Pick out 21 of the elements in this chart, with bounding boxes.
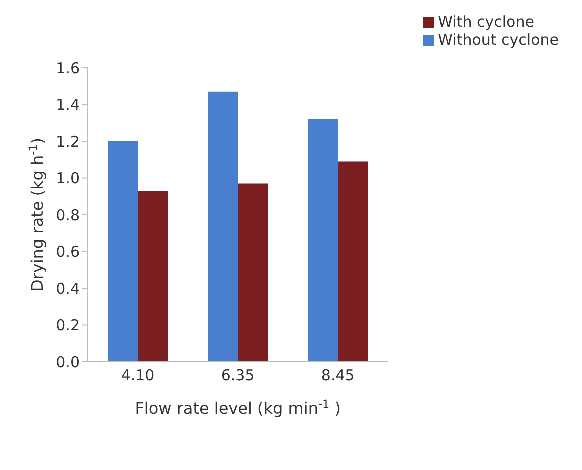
x-tick-label: 6.35 — [221, 366, 255, 385]
x-tick-label: 4.10 — [121, 366, 155, 385]
y-tick-label: 0.6 — [56, 243, 80, 262]
y-tick-label: 0.8 — [56, 206, 80, 224]
legend-label: Without cyclone — [438, 31, 559, 49]
y-tick-label: 0.4 — [56, 280, 80, 298]
y-tick-label: 0.2 — [56, 316, 80, 335]
bar — [138, 191, 168, 362]
bar — [108, 142, 138, 362]
y-tick-label: 1.4 — [56, 96, 80, 114]
bar — [338, 162, 368, 362]
x-axis-title: Flow rate level (kg min$^{-1}$ ) — [135, 398, 341, 418]
bar — [238, 184, 268, 362]
legend-label: With cyclone — [438, 13, 534, 31]
x-tick-label: 8.45 — [321, 366, 355, 385]
y-tick-label: 1.6 — [56, 59, 80, 78]
bar — [208, 92, 238, 362]
bar — [308, 119, 338, 362]
y-tick-label: 1.2 — [56, 132, 80, 151]
text: 0.0 — [56, 353, 80, 372]
text: 1.0 — [56, 170, 80, 188]
